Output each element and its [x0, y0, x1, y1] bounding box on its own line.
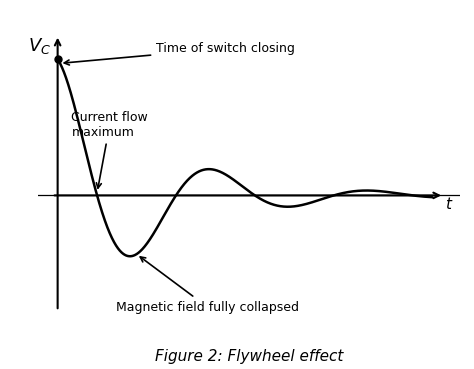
Text: Current flow
maximum: Current flow maximum [72, 111, 148, 188]
Text: t: t [445, 197, 451, 213]
Text: Magnetic field fully collapsed: Magnetic field fully collapsed [116, 257, 299, 314]
Text: Time of switch closing: Time of switch closing [64, 42, 295, 65]
Text: $V_C$: $V_C$ [28, 36, 52, 56]
Text: Figure 2: Flywheel effect: Figure 2: Flywheel effect [155, 349, 343, 364]
